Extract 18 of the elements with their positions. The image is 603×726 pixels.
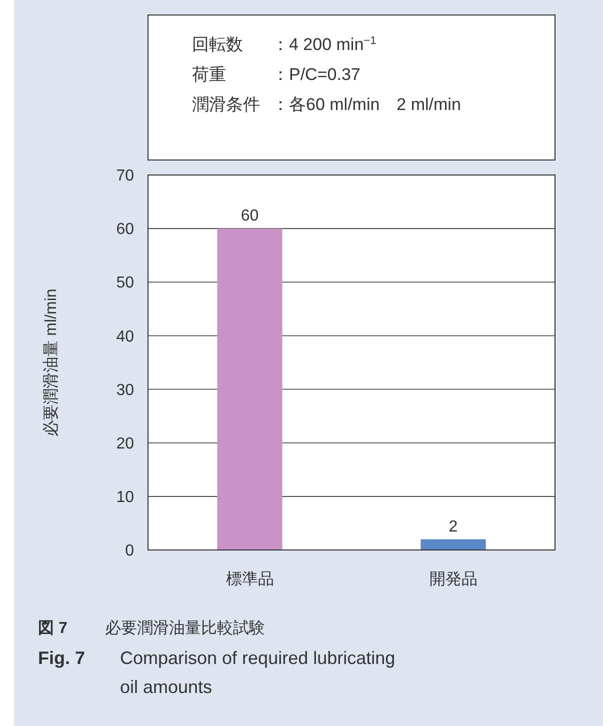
text: 潤滑条件：各60 ml/min 2 ml/min xyxy=(192,95,461,114)
text: 荷重：P/C=0.37 xyxy=(192,65,360,84)
text: 回転数：4 200 min$^{−1}$ xyxy=(192,35,376,54)
y-tick-label: 60 xyxy=(116,221,134,238)
y-axis-title: 必要潤滑油量 ml/min xyxy=(42,288,60,436)
y-tick-label: 10 xyxy=(116,489,134,506)
text: Fig. 7 Comparison of required lubricating oil amounts xyxy=(38,648,396,697)
data-label: 60 xyxy=(240,208,259,225)
y-tick-label: 0 xyxy=(125,542,134,560)
y-tick-label: 70 xyxy=(116,168,134,185)
chart-title: 図 7 必要潤滑油量比較試験 xyxy=(38,620,265,637)
y-tick-label: 30 xyxy=(116,382,134,399)
x-tick-label: 標準品 xyxy=(226,570,274,588)
y-tick-label: 40 xyxy=(116,328,134,346)
x-tick-label: 開発品 xyxy=(429,571,478,588)
y-tick-label: 50 xyxy=(116,274,134,292)
y-tick-label: 20 xyxy=(116,435,134,452)
data-label: 2 xyxy=(448,518,458,536)
